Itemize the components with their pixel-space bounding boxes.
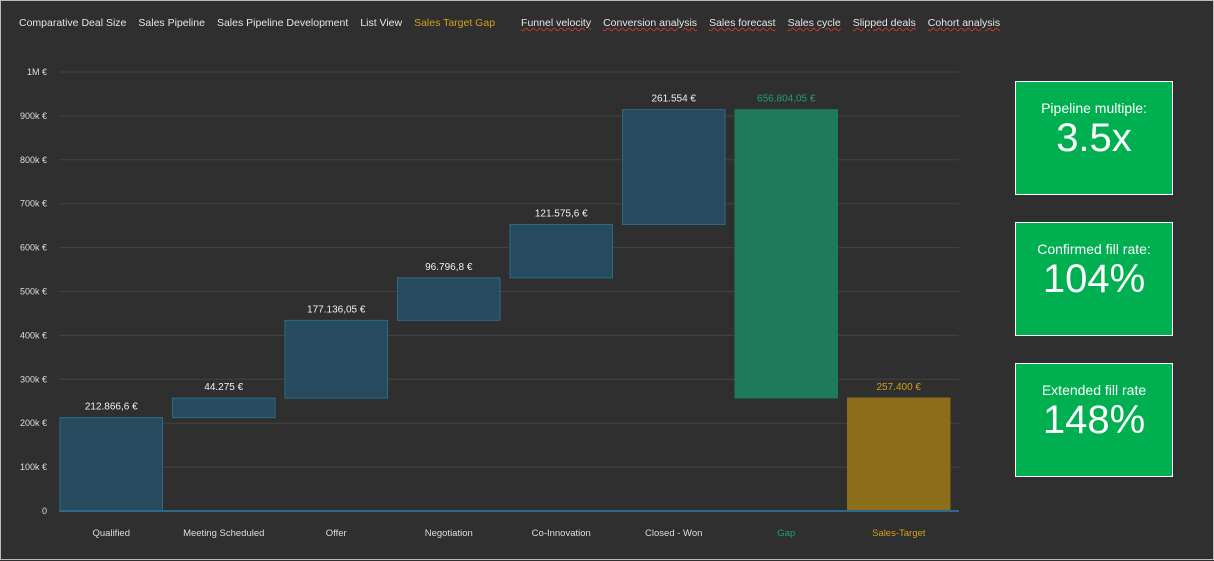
tab-sales-target-gap[interactable]: Sales Target Gap [414,17,496,29]
data-label: 96.796,8 € [425,262,473,273]
bar-step [509,223,613,279]
x-tick-label: Meeting Scheduled [183,528,264,539]
bar-step [622,109,726,225]
bar-target [847,397,951,512]
y-tick-label: 400k € [20,330,47,340]
data-label: 177.136,05 € [307,304,366,315]
data-label: 212.866,6 € [85,402,138,413]
y-tick-label: 0 [42,506,47,516]
x-tick-label: Negotiation [425,528,473,539]
x-tick-label: Offer [326,528,347,539]
bar-step [397,277,501,321]
tab-sales-cycle[interactable]: Sales cycle [787,17,841,29]
kpi-value: 148% [1042,398,1146,442]
data-label: 656.804,05 € [757,94,816,105]
data-label: 44.275 € [204,382,243,393]
x-tick-label: Closed - Won [645,528,702,539]
tab-conversion-analysis[interactable]: Conversion analysis [603,17,698,29]
y-tick-label: 100k € [20,462,47,472]
x-tick-label: Qualified [93,528,131,539]
y-tick-label: 600k € [20,243,47,253]
kpi-label: Pipeline multiple: [1041,100,1147,116]
kpi-value: 104% [1042,257,1146,301]
tab-cohort-analysis[interactable]: Cohort analysis [927,17,1001,29]
y-tick-label: 1M € [27,67,47,77]
x-tick-label: Sales-Target [872,528,926,539]
tab-sales-pipeline-development[interactable]: Sales Pipeline Development [216,17,349,29]
kpi-label: Extended fill rate [1041,382,1147,398]
tab-sales-pipeline[interactable]: Sales Pipeline [138,17,205,29]
y-tick-label: 700k € [20,199,47,209]
y-tick-label: 200k € [20,418,47,428]
report-tabs: Comparative Deal Size Sales Pipeline Sales… [19,17,1012,29]
y-tick-label: 500k € [20,287,47,297]
kpi-card: Extended fill rate 148% [1015,363,1173,477]
tab-slipped-deals[interactable]: Slipped deals [852,17,916,29]
bar-step [172,397,276,419]
x-tick-label: Gap [777,528,795,539]
y-tick-label: 900k € [20,111,47,121]
tab-funnel-velocity[interactable]: Funnel velocity [521,17,592,29]
bar-step [59,417,163,512]
tab-comparative-deal-size[interactable]: Comparative Deal Size [19,17,127,29]
data-label: 257.400 € [877,382,922,393]
tab-list-view[interactable]: List View [360,17,403,29]
kpi-label: Confirmed fill rate: [1037,241,1151,257]
kpi-value: 3.5x [1056,116,1132,160]
bar-step [284,319,388,399]
tab-sales-forecast[interactable]: Sales forecast [709,17,776,29]
kpi-card: Pipeline multiple: 3.5x [1015,81,1173,195]
y-tick-label: 300k € [20,374,47,384]
data-label: 261.554 € [652,94,697,105]
y-tick-label: 800k € [20,155,47,165]
kpi-card: Confirmed fill rate: 104% [1015,222,1173,336]
bar-gap [734,109,838,399]
data-label: 121.575,6 € [535,208,588,219]
waterfall-chart: 0 100k € 200k € 300k € 400k € 500k € 600k € 700… [20,67,959,539]
x-tick-label: Co-Innovation [532,528,591,539]
